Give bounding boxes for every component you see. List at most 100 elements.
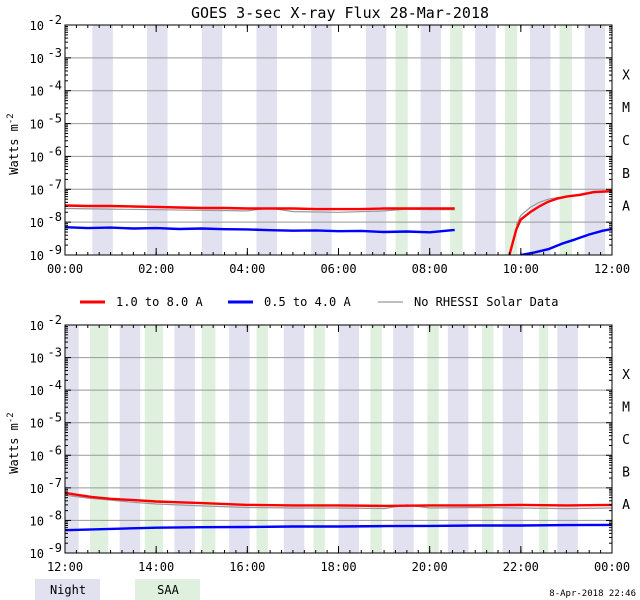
night-band bbox=[229, 325, 250, 553]
x-tick-label: 04:00 bbox=[229, 262, 265, 276]
y-tick-exponent: -3 bbox=[48, 46, 62, 60]
x-tick-label: 08:00 bbox=[412, 262, 448, 276]
night-band bbox=[529, 25, 551, 255]
night-band bbox=[311, 25, 332, 255]
night-band bbox=[201, 25, 223, 255]
band-layer bbox=[65, 325, 578, 553]
legend-label: 1.0 to 8.0 A bbox=[116, 295, 203, 309]
series-layer bbox=[65, 491, 612, 532]
y-axis-label-sup: -2 bbox=[6, 412, 16, 423]
saa-band bbox=[90, 325, 109, 553]
series-line-1 bbox=[65, 523, 612, 532]
band-legend-label: SAA bbox=[157, 583, 179, 597]
night-band bbox=[584, 25, 606, 255]
saa-band bbox=[482, 325, 494, 553]
flare-class-label: X bbox=[622, 368, 630, 383]
y-tick-label: 10 bbox=[30, 19, 44, 33]
y-tick-label: 10 bbox=[30, 352, 44, 366]
series-layer bbox=[65, 189, 612, 255]
legend-label: 0.5 to 4.0 A bbox=[264, 295, 351, 309]
y-tick-exponent: -5 bbox=[48, 411, 62, 425]
y-tick-exponent: -9 bbox=[48, 243, 62, 257]
x-tick-label: 02:00 bbox=[138, 262, 174, 276]
x-tick-label: 16:00 bbox=[229, 560, 265, 574]
x-tick-label: 10:00 bbox=[503, 262, 539, 276]
band-layer bbox=[92, 25, 606, 255]
y-tick-exponent: -7 bbox=[48, 476, 62, 490]
legend-label: No RHESSI Solar Data bbox=[414, 295, 559, 309]
night-band bbox=[447, 325, 469, 553]
y-tick-label: 10 bbox=[30, 118, 44, 132]
legend: 1.0 to 8.0 A 0.5 to 4.0 A No RHESSI Solar … bbox=[80, 295, 559, 309]
y-tick-label: 10 bbox=[30, 216, 44, 230]
y-tick-label: 10 bbox=[30, 52, 44, 66]
y-tick-exponent: -6 bbox=[48, 443, 62, 457]
series-line-2 bbox=[65, 494, 612, 510]
band-legend-label: Night bbox=[50, 583, 86, 597]
flare-class-label: A bbox=[622, 200, 630, 215]
y-axis-label: Watts m-2 bbox=[6, 412, 21, 473]
y-tick-exponent: -8 bbox=[48, 210, 62, 224]
series-line-0 bbox=[65, 204, 455, 211]
night-band bbox=[119, 325, 141, 553]
y-axis-label-sup: -2 bbox=[6, 113, 16, 124]
saa-band bbox=[450, 25, 463, 255]
saa-band bbox=[427, 325, 439, 553]
x-tick-label: 20:00 bbox=[412, 560, 448, 574]
y-tick-exponent: -2 bbox=[48, 313, 62, 327]
night-band bbox=[502, 325, 524, 553]
band-legend-swatch bbox=[35, 579, 100, 600]
x-tick-label: 14:00 bbox=[138, 560, 174, 574]
y-tick-label: 10 bbox=[30, 249, 44, 263]
y-tick-label: 10 bbox=[30, 547, 44, 561]
band-legend-swatch bbox=[135, 579, 200, 600]
flare-class-label: X bbox=[622, 68, 630, 83]
night-band bbox=[365, 25, 387, 255]
flare-class-label: C bbox=[622, 134, 630, 149]
night-band bbox=[338, 325, 360, 553]
timestamp: 8-Apr-2018 22:46 bbox=[549, 589, 636, 599]
flare-class-label: M bbox=[622, 400, 630, 415]
y-tick-exponent: -5 bbox=[48, 112, 62, 126]
night-band bbox=[283, 325, 305, 553]
x-tick-label: 12:00 bbox=[594, 262, 630, 276]
night-band bbox=[92, 25, 113, 255]
saa-band bbox=[144, 325, 164, 553]
night-band bbox=[475, 25, 496, 255]
x-tick-label: 06:00 bbox=[320, 262, 356, 276]
series-line-0 bbox=[508, 189, 612, 255]
flare-class-label: A bbox=[622, 498, 630, 513]
saa-band bbox=[201, 325, 216, 553]
bottom-panel: 10 -9 10 -8 10 -7 10 -6 10 -5 10 -4 10 -3 10 -2 12:00 14:… bbox=[6, 313, 630, 574]
band-legend: Night SAA bbox=[35, 579, 200, 600]
y-axis-label: Watts m-2 bbox=[6, 113, 21, 174]
saa-band bbox=[395, 25, 408, 255]
saa-band bbox=[539, 325, 549, 553]
y-tick-exponent: -7 bbox=[48, 177, 62, 191]
x-tick-label: 18:00 bbox=[320, 560, 356, 574]
figure-title: GOES 3-sec X-ray Flux 28-Mar-2018 bbox=[191, 4, 489, 22]
y-tick-label: 10 bbox=[30, 482, 44, 496]
y-tick-exponent: -2 bbox=[48, 13, 62, 27]
flare-class-label: B bbox=[622, 167, 630, 182]
y-tick-exponent: -9 bbox=[48, 541, 62, 555]
y-tick-label: 10 bbox=[30, 417, 44, 431]
series-line-1 bbox=[65, 226, 455, 234]
y-tick-label: 10 bbox=[30, 150, 44, 164]
flare-class-label: C bbox=[622, 433, 630, 448]
y-tick-label: 10 bbox=[30, 183, 44, 197]
y-tick-exponent: -4 bbox=[48, 378, 62, 392]
y-tick-exponent: -4 bbox=[48, 79, 62, 93]
y-tick-label: 10 bbox=[30, 319, 44, 333]
x-tick-label: 22:00 bbox=[503, 560, 539, 574]
flare-class-label: M bbox=[622, 101, 630, 116]
series-line-0 bbox=[65, 491, 612, 508]
night-band bbox=[147, 25, 168, 255]
flare-class-label: B bbox=[622, 466, 630, 481]
night-band bbox=[557, 325, 578, 553]
y-tick-exponent: -3 bbox=[48, 346, 62, 360]
x-tick-label: 12:00 bbox=[47, 560, 83, 574]
y-tick-label: 10 bbox=[30, 449, 44, 463]
x-tick-label: 00:00 bbox=[594, 560, 630, 574]
